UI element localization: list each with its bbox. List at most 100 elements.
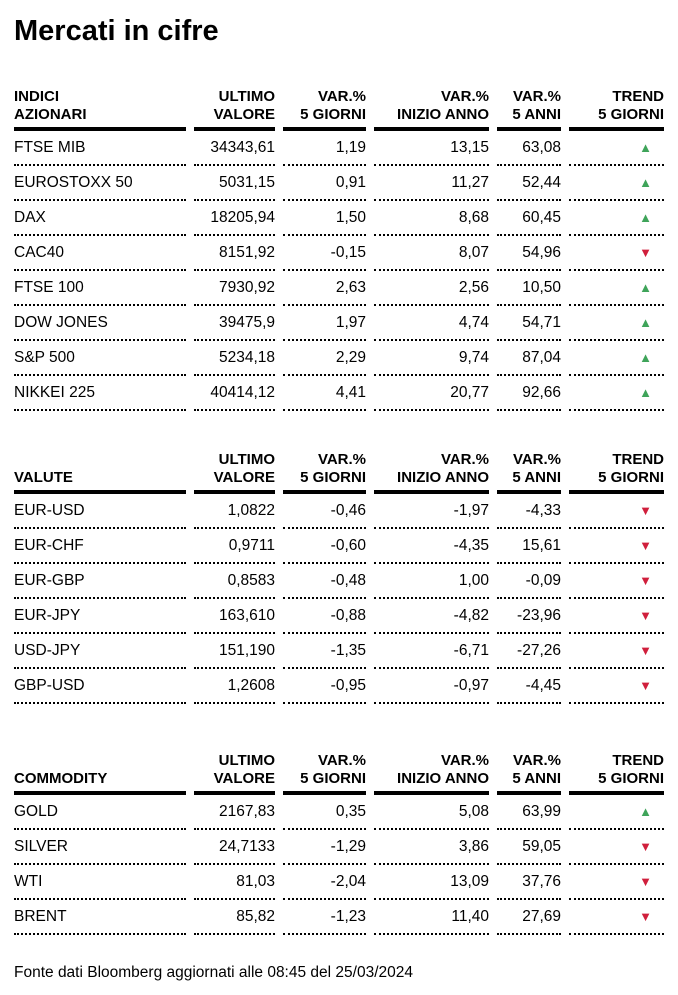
value-last: 2167,83 [194, 795, 275, 830]
value-var-ytd: -4,82 [374, 599, 489, 634]
column-header: TREND [612, 752, 664, 769]
row-label: EUR-USD [14, 494, 186, 529]
row-label: BRENT [14, 900, 186, 935]
value-var-ytd: -1,97 [374, 494, 489, 529]
column-header: TREND [612, 88, 664, 105]
value-last: 85,82 [194, 900, 275, 935]
trend-down-icon: ▼ [639, 503, 652, 518]
column-header: TREND [612, 451, 664, 468]
trend-cell: ▼ [569, 564, 664, 599]
value-last: 8151,92 [194, 236, 275, 271]
trend-cell: ▲ [569, 201, 664, 236]
value-var-5d: -0,60 [283, 529, 366, 564]
trend-cell: ▲ [569, 271, 664, 306]
table-commodity: ULTIMO VAR.% VAR.% VAR.% TREND COMMODITY VALOR… [14, 752, 664, 935]
column-header: 5 GIORNI [569, 106, 664, 131]
value-var-5y: 92,66 [497, 376, 561, 411]
column-header: VAR.% [512, 752, 561, 769]
column-header: VAR.% [512, 88, 561, 105]
trend-down-icon: ▼ [639, 245, 652, 260]
column-header: 5 GIORNI [283, 469, 366, 494]
value-var-ytd: 13,15 [374, 131, 489, 166]
trend-up-icon: ▲ [639, 385, 652, 400]
value-var-ytd: 20,77 [374, 376, 489, 411]
table-header-top: INDICI [14, 88, 59, 105]
value-last: 7930,92 [194, 271, 275, 306]
trend-up-icon: ▲ [639, 140, 652, 155]
trend-down-icon: ▼ [639, 643, 652, 658]
row-label: EUROSTOXX 50 [14, 166, 186, 201]
value-var-ytd: 11,40 [374, 900, 489, 935]
trend-down-icon: ▼ [639, 874, 652, 889]
trend-cell: ▲ [569, 376, 664, 411]
value-var-5d: -0,15 [283, 236, 366, 271]
row-label: DOW JONES [14, 306, 186, 341]
value-var-5d: 4,41 [283, 376, 366, 411]
value-var-5d: -1,29 [283, 830, 366, 865]
column-header: INIZIO ANNO [374, 106, 489, 131]
table-header-top [14, 451, 186, 469]
column-header: 5 GIORNI [569, 770, 664, 795]
value-last: 40414,12 [194, 376, 275, 411]
value-var-5y: 54,96 [497, 236, 561, 271]
value-last: 151,190 [194, 634, 275, 669]
trend-down-icon: ▼ [639, 909, 652, 924]
value-var-5y: -0,09 [497, 564, 561, 599]
source-note: Fonte dati Bloomberg aggiornati alle 08:… [14, 964, 413, 981]
trend-down-icon: ▼ [639, 538, 652, 553]
column-header: VAR.% [440, 451, 489, 468]
column-header: VALORE [194, 106, 275, 131]
column-header: ULTIMO [218, 752, 275, 769]
column-header: VALORE [194, 469, 275, 494]
column-header: VAR.% [317, 752, 366, 769]
value-var-5d: 1,97 [283, 306, 366, 341]
column-header: VAR.% [440, 752, 489, 769]
value-var-ytd: 3,86 [374, 830, 489, 865]
value-var-5d: 2,29 [283, 341, 366, 376]
value-last: 1,0822 [194, 494, 275, 529]
column-header: VAR.% [317, 451, 366, 468]
column-header: VALORE [194, 770, 275, 795]
value-var-ytd: 5,08 [374, 795, 489, 830]
value-last: 24,7133 [194, 830, 275, 865]
value-var-ytd: 2,56 [374, 271, 489, 306]
trend-cell: ▲ [569, 306, 664, 341]
value-var-5y: 37,76 [497, 865, 561, 900]
table-title: VALUTE [14, 469, 186, 494]
value-var-ytd: 9,74 [374, 341, 489, 376]
value-last: 81,03 [194, 865, 275, 900]
page-title: Mercati in cifre [14, 15, 219, 47]
column-header: ULTIMO [218, 451, 275, 468]
value-var-5d: -0,48 [283, 564, 366, 599]
column-header: INIZIO ANNO [374, 469, 489, 494]
trend-cell: ▲ [569, 341, 664, 376]
column-header: 5 ANNI [497, 770, 561, 795]
column-header: 5 GIORNI [569, 469, 664, 494]
trend-cell: ▼ [569, 634, 664, 669]
trend-cell: ▼ [569, 900, 664, 935]
trend-cell: ▼ [569, 865, 664, 900]
trend-up-icon: ▲ [639, 210, 652, 225]
market-tables: INDICI ULTIMO VAR.% VAR.% VAR.% TREND AZIONARI… [14, 88, 664, 935]
trend-cell: ▼ [569, 494, 664, 529]
value-var-5d: 0,91 [283, 166, 366, 201]
table-indici-azionari: INDICI ULTIMO VAR.% VAR.% VAR.% TREND AZIONARI… [14, 88, 664, 411]
row-label: FTSE MIB [14, 131, 186, 166]
row-label: CAC40 [14, 236, 186, 271]
row-label: USD-JPY [14, 634, 186, 669]
value-var-5d: -0,46 [283, 494, 366, 529]
trend-cell: ▼ [569, 669, 664, 704]
value-var-5d: 0,35 [283, 795, 366, 830]
value-last: 39475,9 [194, 306, 275, 341]
value-var-5y: 59,05 [497, 830, 561, 865]
row-label: EUR-CHF [14, 529, 186, 564]
value-last: 163,610 [194, 599, 275, 634]
column-header: VAR.% [440, 88, 489, 105]
table-title: AZIONARI [14, 106, 186, 131]
value-var-5y: 15,61 [497, 529, 561, 564]
trend-cell: ▲ [569, 166, 664, 201]
trend-cell: ▼ [569, 529, 664, 564]
value-var-ytd: -0,97 [374, 669, 489, 704]
column-header: 5 ANNI [497, 106, 561, 131]
trend-up-icon: ▲ [639, 804, 652, 819]
